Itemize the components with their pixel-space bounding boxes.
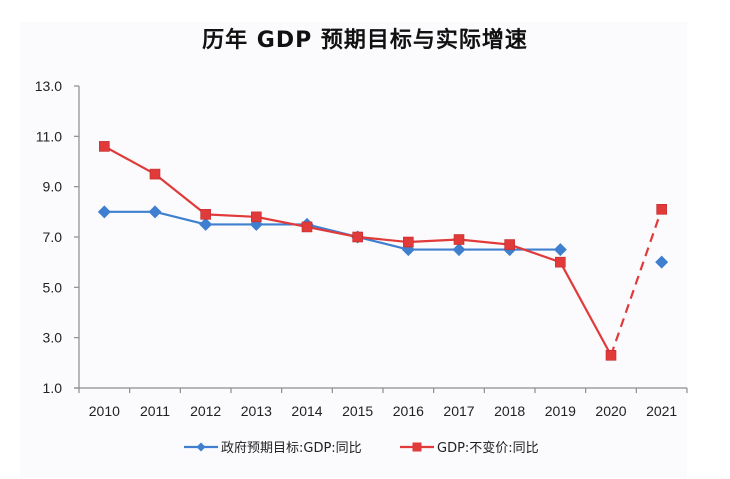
- y-tick-label: 9.0: [43, 179, 63, 195]
- x-tick-label: 2011: [140, 403, 170, 419]
- series-line-segment: [103, 145, 156, 176]
- data-point: [149, 168, 161, 180]
- series-line-segment: [306, 225, 358, 239]
- data-point: [97, 205, 111, 219]
- data-point: [199, 217, 213, 231]
- x-tick-label: 2012: [190, 403, 221, 419]
- x-tick-label: 2015: [342, 403, 373, 419]
- data-point: [452, 243, 466, 257]
- y-tick-label: 5.0: [43, 279, 63, 295]
- x-tick-label: 2021: [646, 403, 677, 419]
- data-point: [655, 255, 669, 269]
- series-line-segment: [154, 210, 206, 226]
- axes: 1.0 3.0 5.0 7.0 9.0 11.0 13.0 2010 2011 2012 2013 2…: [35, 78, 688, 419]
- series-line-segment: [256, 215, 308, 229]
- data-point: [251, 211, 262, 223]
- legend-marker-diamond: [196, 442, 206, 452]
- data-point: [200, 209, 211, 220]
- chart-background: [20, 22, 687, 477]
- series-line-segment: [509, 243, 561, 264]
- data-point: [352, 231, 363, 243]
- data-point: [99, 141, 110, 152]
- data-point: [605, 349, 617, 361]
- data-point: [656, 204, 667, 215]
- data-point: [504, 239, 515, 250]
- chart-title: 历年 GDP 预期目标与实际增速: [202, 28, 528, 53]
- x-tick-label: 2013: [241, 403, 272, 419]
- series-actual: [99, 141, 667, 361]
- legend-label: 政府预期目标:GDP:同比: [221, 441, 362, 456]
- data-point: [301, 221, 313, 233]
- legend-marker-square: [412, 442, 422, 452]
- series-line-segment: [458, 238, 510, 246]
- y-tick-label: 13.0: [35, 78, 62, 94]
- x-tick-label: 2010: [89, 403, 120, 419]
- series-line-segment: [357, 235, 409, 244]
- x-tick-label: 2014: [291, 403, 322, 419]
- series-line-segment: [609, 208, 663, 356]
- y-tick-label: 7.0: [43, 229, 63, 245]
- y-tick-label: 1.0: [43, 380, 63, 396]
- data-point: [555, 256, 566, 268]
- data-point: [403, 236, 414, 248]
- data-point: [453, 234, 465, 245]
- x-tick-label: 2017: [443, 403, 474, 419]
- data-point: [553, 243, 567, 257]
- x-tick-label: 2016: [393, 403, 424, 419]
- series-line-segment: [408, 238, 460, 244]
- series-line-segment: [154, 173, 207, 216]
- series-line-segment: [559, 261, 612, 356]
- series-layer: [97, 141, 669, 361]
- series-line-segment: [205, 213, 257, 218]
- legend-item: GDP:不变价:同比: [400, 440, 539, 456]
- x-tick-label: 2019: [545, 403, 576, 419]
- series-line-segment: [357, 235, 409, 251]
- x-tick-label: 2020: [595, 403, 626, 419]
- legend-label: GDP:不变价:同比: [437, 440, 539, 456]
- x-tick-label: 2018: [494, 403, 525, 419]
- y-tick-label: 3.0: [43, 330, 63, 346]
- series-target: [97, 205, 669, 269]
- data-point: [148, 205, 162, 219]
- y-tick-label: 11.0: [36, 128, 62, 144]
- legend: 政府预期目标:GDP:同比 GDP:不变价:同比: [184, 440, 539, 456]
- legend-item: 政府预期目标:GDP:同比: [184, 441, 362, 456]
